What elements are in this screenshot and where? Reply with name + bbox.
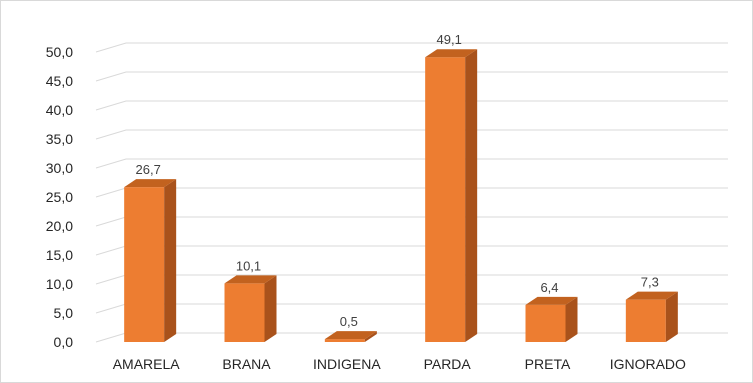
bar-side <box>665 291 678 342</box>
bars <box>124 49 678 342</box>
y-tick-label: 10,0 <box>46 276 73 292</box>
bar <box>324 339 365 342</box>
gridline <box>95 216 728 227</box>
bar-top <box>124 179 177 188</box>
bar-side <box>465 49 478 342</box>
bar-side <box>565 296 578 342</box>
y-tick-label: 40,0 <box>46 102 73 118</box>
y-tick-label: 25,0 <box>46 189 73 205</box>
bar-top <box>625 291 678 300</box>
y-tick-label: 50,0 <box>46 44 73 60</box>
data-label: 26,7 <box>136 162 161 177</box>
y-tick-label: 30,0 <box>46 160 73 176</box>
y-tick-label: 0,0 <box>54 334 74 350</box>
y-axis-tick-labels: 0,0 5,0 10,0 15,0 20,0 25,0 30,0 35,0 40,0 45,0 50… <box>46 44 73 350</box>
data-label: 7,3 <box>641 275 659 290</box>
gridline <box>95 129 728 140</box>
bar-side <box>164 179 177 342</box>
data-label: 0,5 <box>340 314 358 329</box>
gridline <box>95 71 728 82</box>
gridline <box>95 274 728 285</box>
data-label: 10,1 <box>236 258 261 273</box>
bar <box>124 187 165 342</box>
gridline <box>95 42 728 53</box>
y-tick-label: 35,0 <box>46 131 73 147</box>
bar <box>625 299 666 342</box>
bar-top <box>324 331 377 340</box>
bar-top <box>425 49 478 58</box>
gridline <box>95 245 728 256</box>
y-tick-label: 15,0 <box>46 247 73 263</box>
category-label: PARDA <box>424 356 472 372</box>
gridline <box>95 100 728 111</box>
category-label: INDIGENA <box>313 356 381 372</box>
category-label: PRETA <box>525 356 571 372</box>
bar-side <box>264 275 277 342</box>
bar-top <box>224 275 277 284</box>
bar <box>425 57 466 342</box>
gridline <box>95 158 728 169</box>
data-labels: 26,7 10,1 0,5 49,1 6,4 7,3 <box>136 32 659 329</box>
category-label: IGNORADO <box>610 356 686 372</box>
bar <box>525 304 566 342</box>
data-label: 6,4 <box>540 280 558 295</box>
category-label: AMARELA <box>113 356 181 372</box>
bar <box>224 283 265 342</box>
y-tick-label: 45,0 <box>46 73 73 89</box>
data-label: 49,1 <box>437 32 462 47</box>
category-labels: AMARELA BRANA INDIGENA PARDA PRETA IGNORADO <box>113 356 686 372</box>
y-tick-label: 5,0 <box>54 305 74 321</box>
category-label: BRANA <box>222 356 271 372</box>
y-tick-label: 20,0 <box>46 218 73 234</box>
gridline <box>95 187 728 198</box>
bar-side <box>364 331 377 342</box>
bar-top <box>525 296 578 305</box>
